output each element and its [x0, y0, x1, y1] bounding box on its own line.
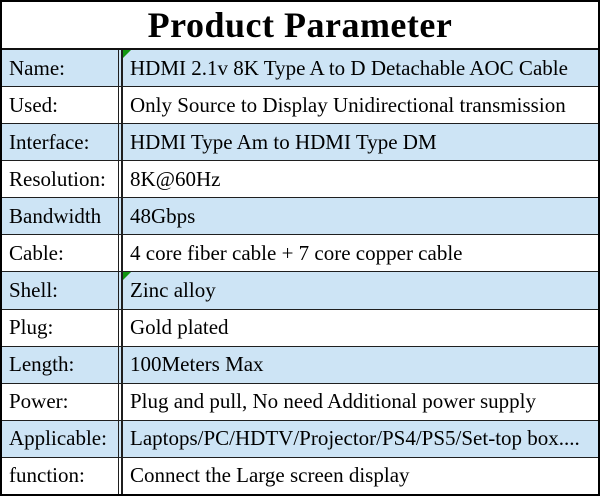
row-value: HDMI 2.1v 8K Type A to D Detachable AOC … — [123, 50, 598, 86]
row-label: Name: — [2, 50, 119, 87]
column-divider — [119, 420, 123, 457]
row-label: Cable: — [2, 235, 119, 272]
row-label: Length: — [2, 346, 119, 383]
spec-rows: Name: HDMI 2.1v 8K Type A to D Detachable… — [2, 50, 598, 494]
column-divider — [119, 124, 123, 161]
table-row: Length: 100Meters Max — [2, 346, 598, 384]
column-divider — [119, 50, 123, 87]
row-label: Bandwidth — [2, 198, 119, 235]
table-row: Plug: Gold plated — [2, 309, 598, 347]
column-divider — [119, 272, 123, 309]
green-corner-triangle-icon — [123, 272, 131, 281]
table-row: Used: Only Source to Display Unidirection… — [2, 87, 598, 125]
row-value: Only Source to Display Unidirectional tr… — [130, 92, 566, 117]
row-label: Used: — [2, 87, 119, 124]
table-row: Bandwidth 48Gbps — [2, 198, 598, 236]
row-label: function: — [2, 457, 119, 494]
row-value: 100Meters Max — [130, 352, 264, 377]
page-title: Product Parameter — [2, 2, 598, 50]
row-value: Gold plated — [130, 315, 229, 340]
table-row: Interface: HDMI Type Am to HDMI Type DM — [2, 124, 598, 162]
row-value: 8K@60Hz — [130, 166, 221, 191]
row-value: Laptops/PC/HDTV/Projector/PS4/PS5/Set-to… — [130, 426, 580, 451]
column-divider — [119, 161, 123, 198]
row-label: Power: — [2, 383, 119, 420]
table-row: Shell: Zinc alloy — [2, 272, 598, 310]
row-value: Zinc alloy — [123, 272, 598, 308]
column-divider — [119, 309, 123, 346]
row-label: Applicable: — [2, 420, 119, 457]
column-divider — [119, 457, 123, 494]
row-label: Shell: — [2, 272, 119, 309]
column-divider — [119, 198, 123, 235]
row-label: Plug: — [2, 309, 119, 346]
row-value: 4 core fiber cable + 7 core copper cable — [130, 240, 463, 265]
column-divider — [119, 87, 123, 124]
column-divider — [119, 235, 123, 272]
row-label: Resolution: — [2, 161, 119, 198]
table-row: Name: HDMI 2.1v 8K Type A to D Detachable… — [2, 50, 598, 88]
table-row: function: Connect the Large screen displa… — [2, 457, 598, 494]
green-corner-triangle-icon — [123, 50, 131, 58]
row-value: 48Gbps — [130, 203, 196, 228]
row-label: Interface: — [2, 124, 119, 161]
table-row: Power: Plug and pull, No need Additional … — [2, 383, 598, 421]
table-row: Applicable: Laptops/PC/HDTV/Projector/PS4… — [2, 420, 598, 458]
row-value: Plug and pull, No need Additional power … — [130, 389, 536, 414]
table-row: Cable: 4 core fiber cable + 7 core copper… — [2, 235, 598, 273]
column-divider — [119, 346, 123, 383]
column-divider — [119, 383, 123, 420]
row-value: HDMI Type Am to HDMI Type DM — [130, 129, 437, 154]
row-value: Connect the Large screen display — [130, 463, 410, 488]
table-row: Resolution: 8K@60Hz — [2, 161, 598, 199]
